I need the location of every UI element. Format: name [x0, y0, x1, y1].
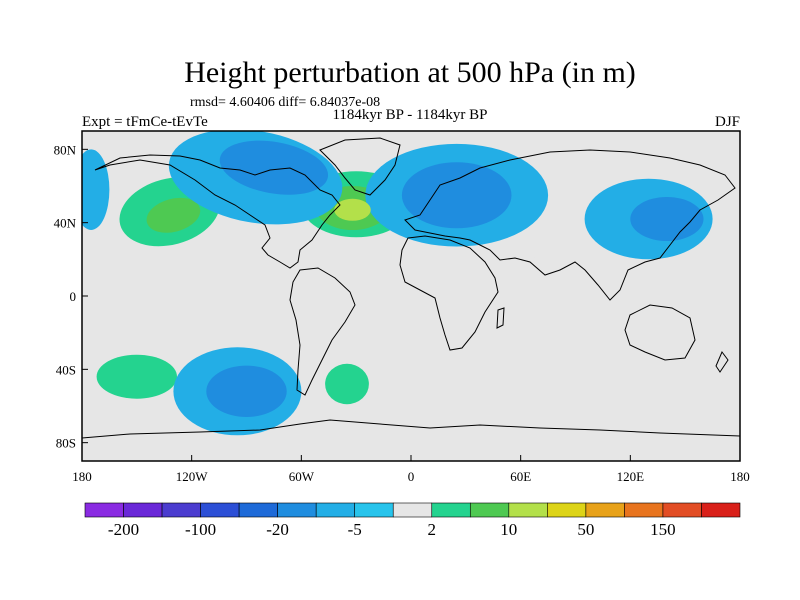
- new-zealand-coast: [715, 351, 729, 373]
- x-tick-label: 60W: [289, 469, 315, 484]
- y-tick-label: 80S: [56, 436, 76, 451]
- colorbar-swatch: [662, 502, 702, 518]
- colorbar-swatch: [431, 502, 471, 518]
- antarctica-coast: [82, 419, 740, 439]
- x-tick-label: 180: [730, 469, 750, 484]
- contour-region-21: [630, 197, 704, 241]
- colorbar-label: 10: [500, 520, 517, 539]
- north-america-coast: [94, 154, 341, 269]
- x-tick-label: 120W: [176, 469, 209, 484]
- y-tick-label: 40N: [54, 216, 77, 231]
- season-label: DJF: [715, 114, 740, 130]
- y-axis: 80N 40N 0 40S 80S: [54, 142, 88, 451]
- x-axis: 180 120W 60W 0 60E 120E 180: [72, 455, 750, 484]
- colorbar-label: -200: [108, 520, 139, 539]
- contour-region-19: [219, 140, 329, 195]
- y-tick-label: 0: [70, 289, 77, 304]
- colorbar-swatch: [508, 502, 548, 518]
- greenland-coast: [319, 137, 401, 196]
- colorbar-label: -100: [185, 520, 216, 539]
- colorbar-label: -5: [348, 520, 362, 539]
- madagascar-coast: [496, 307, 505, 329]
- contour-region-22: [206, 365, 287, 417]
- colorbar-swatch: [585, 502, 625, 518]
- x-tick-label: 60E: [510, 469, 531, 484]
- colorbar-swatch: [624, 502, 664, 518]
- y-tick-label: 40S: [56, 362, 76, 377]
- coastlines: [82, 137, 740, 439]
- contour-region-10: [325, 363, 369, 405]
- chart-title: Height perturbation at 500 hPa (in m): [184, 56, 636, 89]
- south-america-coast: [289, 267, 356, 396]
- contour-region-20: [401, 162, 512, 229]
- colorbar-swatch: [701, 502, 741, 518]
- colorbar-swatch: [354, 502, 394, 518]
- colorbar-swatch: [315, 502, 356, 518]
- contour-field: [82, 131, 713, 447]
- contour-region-11: [146, 197, 201, 233]
- x-tick-label: 180: [72, 469, 92, 484]
- colorbar: -200 -100 -20 -5 2 10 50 150: [84, 502, 741, 539]
- colorbar-swatch: [238, 502, 278, 518]
- contour-region-17: [82, 149, 110, 230]
- contour-region-9: [96, 354, 177, 399]
- stats-label: rmsd= 4.60406 diff= 6.84037e-08: [190, 95, 380, 110]
- colorbar-swatch: [277, 502, 317, 518]
- contour-region-6: [593, 352, 704, 405]
- contour-region-5: [401, 402, 622, 447]
- y-tick-label: 80N: [54, 142, 77, 157]
- x-tick-label: 0: [408, 469, 415, 484]
- colorbar-swatch: [84, 502, 124, 518]
- colorbar-swatch: [392, 502, 433, 518]
- colorbar-swatch: [200, 502, 240, 518]
- europe-asia-coast: [404, 149, 736, 301]
- colorbar-label: 50: [577, 520, 594, 539]
- experiment-label: Expt = tFmCe-tEvTe: [82, 114, 208, 130]
- colorbar-label: -20: [266, 520, 289, 539]
- period-label: 1184kyr BP - 1184kyr BP: [332, 107, 487, 123]
- map-area: [81, 130, 741, 462]
- colorbar-swatch: [547, 502, 587, 518]
- colorbar-label: 2: [428, 520, 437, 539]
- x-tick-label: 120E: [617, 469, 645, 484]
- australia-coast: [624, 304, 696, 361]
- africa-coast: [399, 235, 499, 351]
- colorbar-swatch: [161, 502, 201, 518]
- colorbar-swatch: [469, 502, 510, 518]
- contour-region-18: [334, 198, 371, 221]
- colorbar-swatch: [123, 502, 163, 518]
- colorbar-label: 150: [650, 520, 676, 539]
